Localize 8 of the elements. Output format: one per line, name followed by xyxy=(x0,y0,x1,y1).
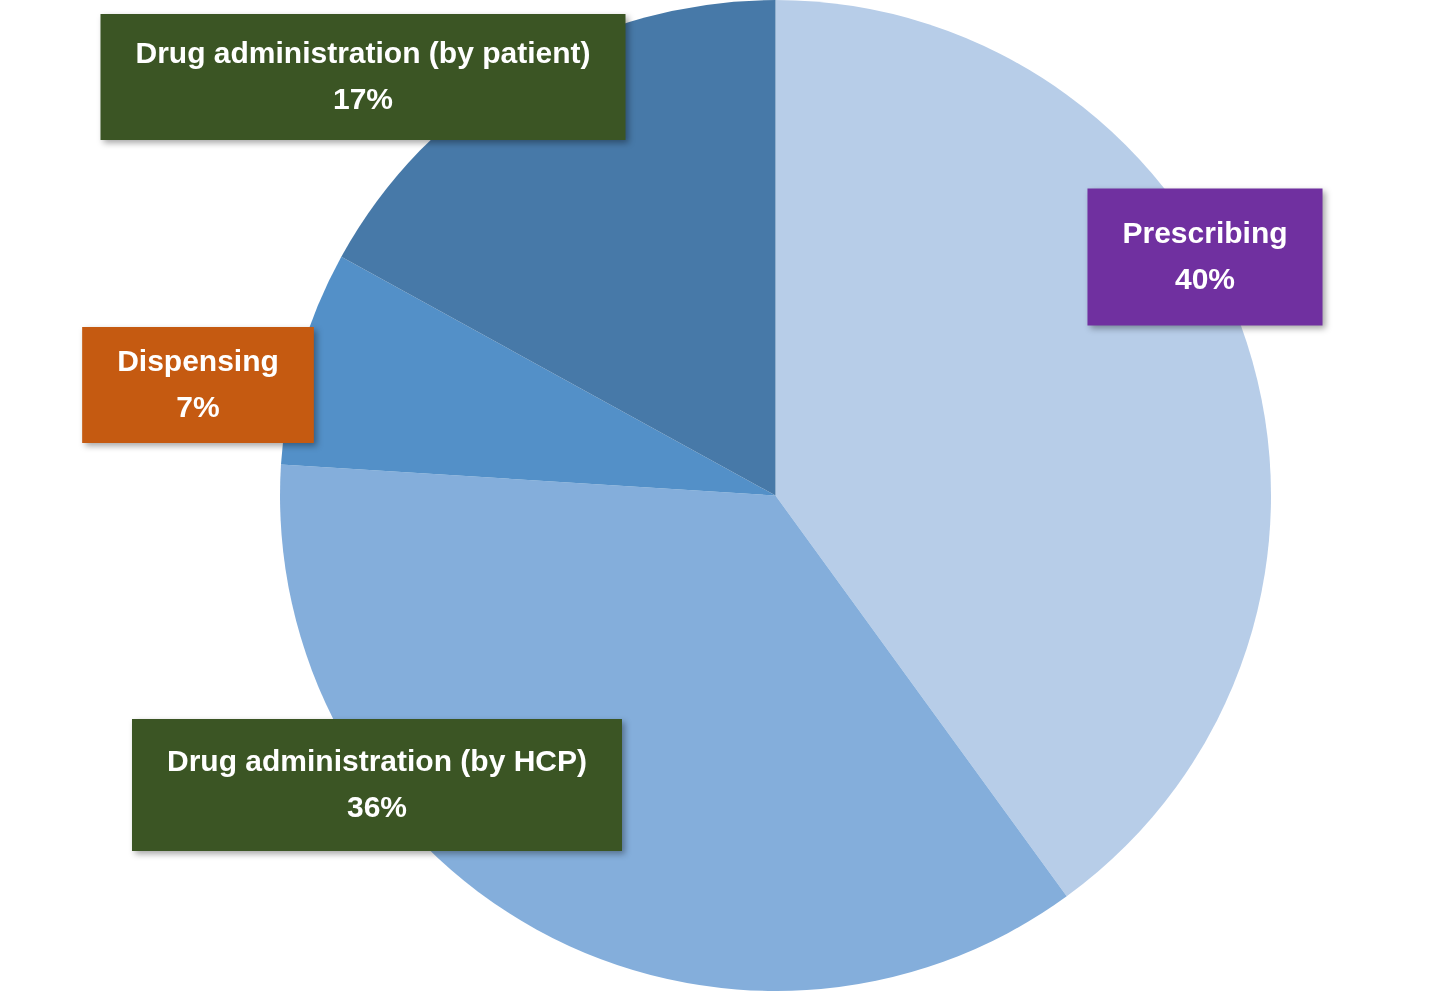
slice-label: Dispensing xyxy=(117,344,279,378)
data-label: 40% xyxy=(1174,262,1236,296)
slice-label: Drug administration (by HCP) xyxy=(166,744,588,778)
data-label: 17% xyxy=(332,82,394,116)
slice-label: Prescribing xyxy=(1122,216,1288,250)
data-label: 7% xyxy=(176,390,220,424)
data-label: 36% xyxy=(346,790,408,824)
slice-label: Drug administration (by patient) xyxy=(135,36,591,70)
